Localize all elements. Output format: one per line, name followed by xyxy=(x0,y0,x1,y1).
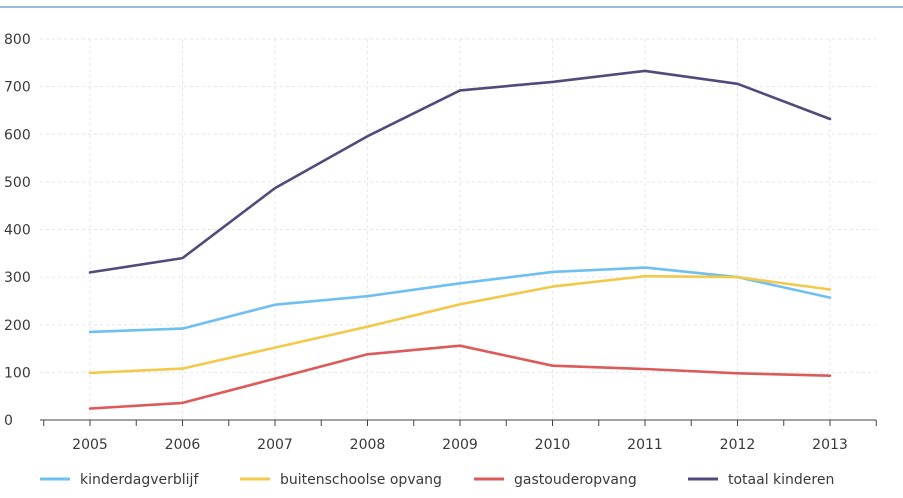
series-lines xyxy=(88,69,832,410)
series-line-totaal-kinderen xyxy=(88,69,832,274)
y-tick-label: 500 xyxy=(4,175,31,191)
x-tick-label: 2007 xyxy=(257,437,293,453)
x-tick-label: 2005 xyxy=(72,437,108,453)
y-tick-label: 700 xyxy=(4,80,31,96)
legend: kinderdagverblijf buitenschoolse opvang ga… xyxy=(40,472,834,488)
x-tick-labels: 2005 2006 2007 2008 2009 2010 2011 2012 2013 xyxy=(72,437,848,453)
series-line-gastouderopvang xyxy=(88,344,832,410)
series-line-buitenschoolse-opvang xyxy=(88,274,832,375)
legend-item: buitenschoolse opvang xyxy=(240,472,442,488)
x-tick-label: 2009 xyxy=(442,437,478,453)
x-tick-label: 2013 xyxy=(812,437,848,453)
legend-item: gastouderopvang xyxy=(474,472,637,488)
legend-item: totaal kinderen xyxy=(688,472,834,488)
y-tick-label: 100 xyxy=(4,365,31,381)
y-tick-label: 300 xyxy=(4,270,31,286)
legend-label: kinderdagverblijf xyxy=(80,472,199,488)
y-tick-labels: 0 100 200 300 400 500 600 700 800 xyxy=(4,32,31,429)
legend-label: gastouderopvang xyxy=(514,472,637,488)
grid-lines xyxy=(40,38,876,420)
legend-label: totaal kinderen xyxy=(728,472,834,488)
legend-item: kinderdagverblijf xyxy=(40,472,199,488)
y-tick-label: 200 xyxy=(4,318,31,334)
y-tick-label: 600 xyxy=(4,127,31,143)
x-tick-label: 2011 xyxy=(627,437,663,453)
x-tick-label: 2006 xyxy=(165,437,201,453)
y-tick-label: 0 xyxy=(4,413,13,429)
axes xyxy=(40,419,877,426)
series-line-kinderdagverblijf xyxy=(88,266,832,334)
x-tick-label: 2008 xyxy=(350,437,386,453)
legend-label: buitenschoolse opvang xyxy=(280,472,442,488)
y-tick-label: 800 xyxy=(4,32,31,48)
x-tick-label: 2012 xyxy=(720,437,756,453)
x-tick-label: 2010 xyxy=(535,437,571,453)
y-tick-label: 400 xyxy=(4,223,31,239)
